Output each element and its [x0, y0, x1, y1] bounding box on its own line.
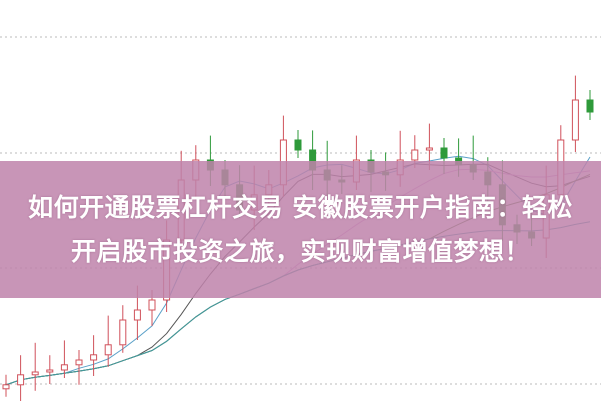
candle-up: [425, 147, 433, 151]
candle-up: [2, 384, 10, 390]
candle-up: [119, 319, 127, 346]
candle-up: [60, 364, 68, 371]
candle-up: [90, 354, 98, 361]
candle-down: [586, 99, 594, 113]
title-line-1: 如何开通股票杠杆交易 安徽股票开户指南：轻松: [28, 192, 573, 222]
title-banner: 如何开通股票杠杆交易 安徽股票开户指南：轻松 开启股市投资之旅，实现财富增值梦想…: [0, 161, 601, 298]
candle-up: [31, 371, 39, 376]
candle-up: [17, 374, 25, 386]
candle-up: [104, 344, 112, 356]
candle-up: [46, 369, 54, 373]
candle-down: [440, 147, 448, 159]
title-line-2: 开启股市投资之旅，实现财富增值梦想！: [70, 236, 530, 266]
candle-down: [294, 139, 302, 151]
candle-up: [148, 299, 156, 311]
candle-up: [411, 149, 419, 161]
candle-up: [133, 309, 141, 321]
candle-up: [75, 359, 83, 366]
candle-up: [571, 99, 579, 141]
